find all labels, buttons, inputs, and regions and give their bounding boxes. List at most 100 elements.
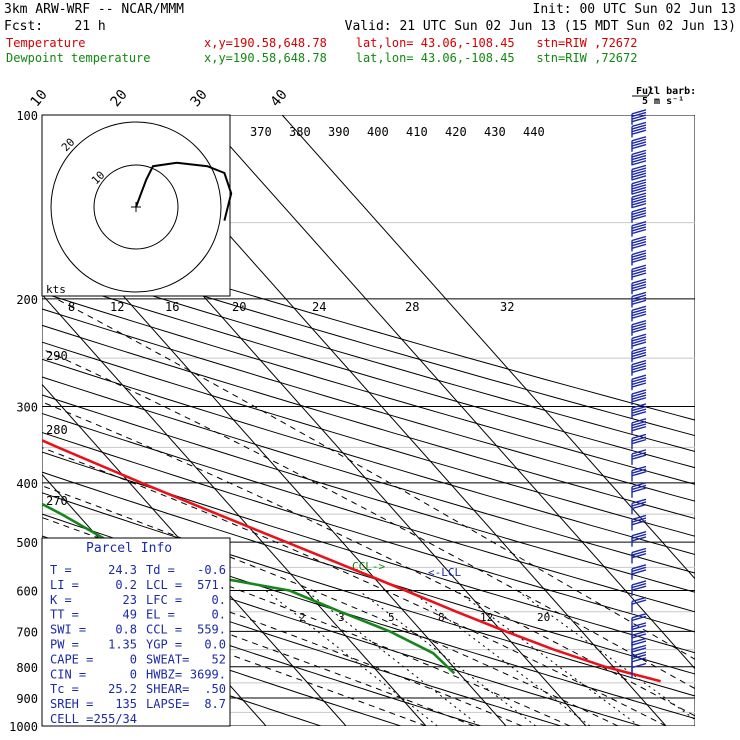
isotherm-label: 20 [108, 87, 131, 110]
wind-barb [631, 374, 647, 391]
wind-barb [631, 207, 647, 223]
mixing-ratio-label: 12 [480, 611, 493, 624]
dry-adiabat [42, 471, 695, 675]
wind-barb [631, 192, 647, 209]
dry-adiabat [42, 492, 695, 697]
parcel-label: HWBZ= [146, 667, 182, 681]
moist-adiabat [42, 485, 619, 726]
isotherm [281, 115, 695, 580]
mixing-ratio-line [358, 590, 537, 726]
valid-time: Valid: 21 UTC Sun 02 Jun 13 (15 MDT Sun … [345, 19, 736, 34]
dry-adiabat [42, 308, 695, 502]
wind-barb [631, 433, 647, 450]
wind-barb [631, 418, 647, 434]
parcel-value: 52 [212, 652, 226, 666]
wind-barb [631, 235, 647, 252]
dewpoint-scale-label: 8 [68, 300, 75, 314]
wind-barb [631, 333, 647, 350]
wind-barb [631, 389, 647, 405]
theta-label: 410 [406, 125, 428, 139]
parcel-info-title: Parcel Info [86, 541, 172, 556]
dry-adiabat [42, 324, 695, 520]
wind-barb [631, 531, 647, 547]
theta-label: 390 [328, 125, 350, 139]
mixing-ratio-line [265, 590, 438, 726]
parcel-value: 49 [123, 608, 137, 622]
dry-adiabat [42, 341, 695, 537]
dry-adiabat [42, 412, 695, 613]
parcel-value: 0 [130, 667, 137, 681]
parcel-label: LAPSE= [146, 697, 189, 711]
parcel-label: SWI = [50, 623, 86, 637]
parcel-value: -0.6 [197, 563, 226, 577]
barb-legend-units: 5 m s⁻¹ [642, 96, 684, 107]
parcel-value: 3699. [190, 667, 226, 681]
theta-label: 290 [46, 349, 68, 363]
parcel-label: K = [50, 593, 72, 607]
wind-barb [631, 482, 647, 498]
moist-adiabat [56, 298, 695, 660]
theta-label: 440 [523, 125, 545, 139]
wind-barb [631, 359, 647, 376]
pressure-tick-label: 700 [16, 625, 38, 639]
dewpoint-scale-label: 12 [110, 300, 124, 314]
isotherm [42, 383, 347, 726]
wind-barb [631, 662, 647, 679]
parcel-value: .50 [204, 682, 226, 696]
parcel-label: PW = [50, 638, 79, 652]
wind-barb [631, 514, 647, 531]
init-time: Init: 00 UTC Sun 02 Jun 13 [533, 2, 737, 17]
parcel-value: 0.8 [115, 623, 137, 637]
parcel-label: SHEAR= [146, 682, 189, 696]
dewpoint-profile [42, 502, 456, 675]
dry-adiabat [42, 276, 695, 469]
pressure-tick-label: 500 [16, 536, 38, 550]
dewpoint-scale-label: 28 [405, 300, 419, 314]
wind-barb [631, 164, 647, 181]
parcel-label: CCL = [146, 623, 182, 637]
moist-adiabat [42, 401, 695, 717]
wind-barb [631, 264, 647, 281]
hodo-units: kts [46, 283, 66, 296]
parcel-value: 571. [197, 578, 226, 592]
parcel-value: 0. [212, 593, 226, 607]
barb-legend-flag [647, 87, 653, 97]
parcel-label: CELL = [50, 712, 93, 726]
pressure-tick-label: 100 [16, 109, 38, 123]
wind-barb [631, 149, 647, 166]
forecast-hour: Fcst: 21 h [4, 19, 106, 34]
theta-label: 280 [46, 423, 68, 437]
parcel-value: 135 [115, 697, 137, 711]
pressure-tick-label: 1000 [9, 720, 38, 734]
dewpoint-scale-label: 24 [312, 300, 326, 314]
model-title: 3km ARW-WRF -- NCAR/MMM [4, 2, 184, 17]
dewpoint-scale-label: 20 [232, 300, 246, 314]
parcel-label: CIN = [50, 667, 86, 681]
dry-adiabat [42, 292, 695, 485]
dry-adiabat [42, 261, 695, 453]
moist-adiabat [42, 516, 571, 726]
barb-legend-title: Full barb: [636, 86, 696, 97]
mixing-ratio-line [455, 590, 640, 726]
parcel-label: Tc = [50, 682, 79, 696]
pressure-tick-label: 300 [16, 401, 38, 415]
mixing-ratio-line [516, 590, 695, 721]
parcel-label: SREH = [50, 697, 93, 711]
dewpoint-scale-label: 32 [500, 300, 514, 314]
wind-barb [631, 121, 647, 138]
wind-barb [631, 291, 647, 308]
mixing-ratio-label: 8 [438, 611, 445, 624]
temperature-legend: Temperature [6, 36, 85, 50]
dewpoint-location: x,y=190.58,648.78 lat,lon= 43.06,-108.45… [204, 51, 637, 65]
dewpoint-scale-label: 16 [165, 300, 179, 314]
wind-barb [631, 449, 647, 465]
parcel-label: YGP = [146, 638, 182, 652]
theta-label: 430 [484, 125, 506, 139]
pressure-tick-label: 200 [16, 293, 38, 307]
isotherm-label: 10 [28, 87, 51, 110]
isotherm [201, 115, 695, 670]
theta-label: 270 [46, 494, 68, 508]
wind-barb [631, 547, 647, 564]
parcel-label: Td = [146, 563, 175, 577]
dry-adiabat [42, 431, 695, 633]
